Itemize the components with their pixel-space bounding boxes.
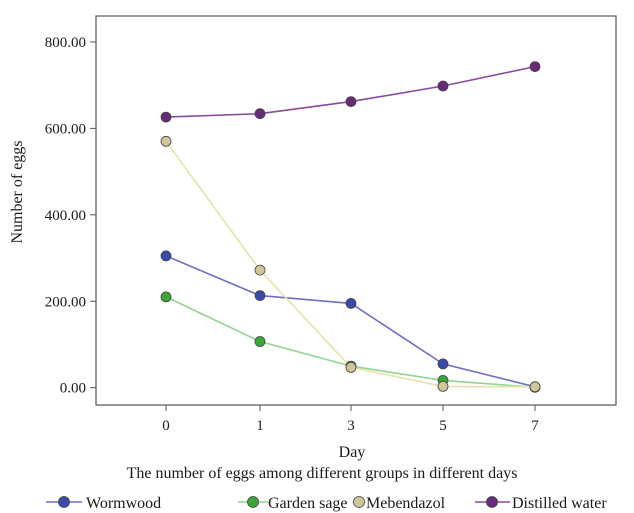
x-tick-label: 1 bbox=[256, 418, 264, 434]
data-point-mebendazol bbox=[254, 264, 266, 276]
legend-marker bbox=[353, 496, 365, 508]
plot-frame bbox=[95, 15, 617, 406]
data-point-garden-sage bbox=[254, 336, 266, 347]
data-point-mebendazol bbox=[160, 135, 172, 147]
data-point-distilled-water bbox=[437, 80, 449, 92]
series-layer bbox=[160, 61, 541, 393]
data-point-wormwood bbox=[160, 250, 172, 262]
x-axis-title: Day bbox=[339, 444, 366, 461]
x-tick-label: 7 bbox=[531, 418, 539, 434]
legend-label: Mebendazol bbox=[366, 495, 446, 512]
y-tick-label: 600.00 bbox=[45, 121, 86, 137]
legend-label: Distilled water bbox=[512, 495, 607, 512]
legend-item-distilled-water: Distilled water bbox=[475, 495, 607, 512]
legend-item-garden-sage: Garden sage bbox=[238, 495, 348, 512]
y-tick-label: 200.00 bbox=[45, 294, 86, 310]
data-point-mebendazol bbox=[437, 380, 449, 392]
data-point-distilled-water bbox=[529, 61, 541, 72]
y-axis: 0.00 200.00 400.00 600.00 800.00 bbox=[45, 35, 96, 397]
y-tick-label: 400.00 bbox=[45, 208, 86, 224]
data-point-wormwood bbox=[345, 297, 357, 309]
x-axis: 0 1 3 5 7 bbox=[162, 405, 539, 434]
legend-label: Garden sage bbox=[268, 495, 348, 512]
data-point-distilled-water bbox=[254, 108, 266, 120]
series-line-mebendazol bbox=[165, 140, 536, 388]
legend-item-mebendazol: Mebendazol bbox=[352, 495, 446, 512]
legend: Wormwood Garden sage Mebendazol Distilled w… bbox=[46, 495, 607, 512]
legend-marker bbox=[247, 496, 259, 508]
data-point-mebendazol bbox=[345, 361, 357, 373]
x-tick-label: 3 bbox=[347, 418, 355, 434]
x-tick-label: 5 bbox=[439, 418, 447, 434]
data-point-distilled-water bbox=[160, 111, 172, 123]
data-point-wormwood bbox=[254, 290, 266, 302]
series-line-distilled-water bbox=[165, 65, 536, 118]
x-tick-label: 0 bbox=[162, 418, 170, 434]
legend-marker bbox=[58, 496, 70, 508]
data-point-mebendazol bbox=[529, 381, 541, 393]
y-axis-title: Number of eggs bbox=[9, 140, 26, 243]
legend-label: Wormwood bbox=[86, 495, 161, 512]
chart-title: The number of eggs among different group… bbox=[127, 465, 518, 482]
data-point-garden-sage bbox=[160, 291, 172, 303]
y-tick-label: 0.00 bbox=[60, 381, 86, 397]
legend-item-wormwood: Wormwood bbox=[46, 495, 161, 512]
data-point-distilled-water bbox=[345, 96, 357, 107]
data-point-wormwood bbox=[437, 358, 449, 370]
legend-marker bbox=[486, 496, 498, 508]
y-tick-label: 800.00 bbox=[45, 35, 86, 51]
